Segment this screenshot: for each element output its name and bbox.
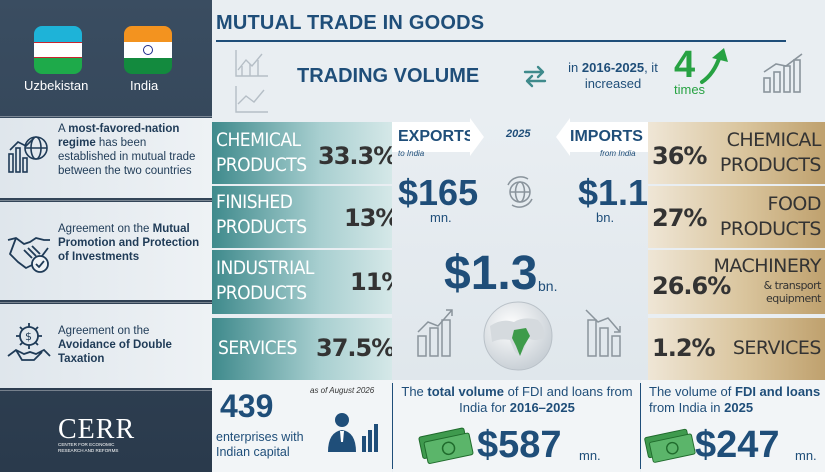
- double-taxation-item: $ Agreement on the Avoidance of Double T…: [0, 304, 212, 388]
- import-category: FOOD PRODUCTS: [719, 193, 822, 240]
- imports-arrow-icon: [556, 118, 570, 156]
- fdi-total-caption: The total volume of FDI and loans from I…: [401, 384, 633, 415]
- svg-text:CERR: CERR: [58, 414, 135, 445]
- export-category: CHEMICAL PRODUCTS: [216, 129, 307, 176]
- svg-text:CENTER FOR ECONOMIC: CENTER FOR ECONOMIC: [58, 442, 115, 447]
- double-taxation-text: Agreement on the Avoidance of Double Tax…: [58, 325, 172, 365]
- growth-multiplier: 4: [674, 44, 696, 86]
- country-india-label: India: [130, 78, 159, 93]
- mfn-regime-item: A most-favored-nation regime has been es…: [0, 118, 212, 198]
- enterprises-block: 439 as of August 2026 enterprises with I…: [212, 380, 392, 472]
- fdi-total-unit: mn.: [579, 448, 601, 463]
- total-trade-value: $1.3: [444, 247, 538, 300]
- title-underline: [216, 40, 786, 42]
- divider: [0, 390, 212, 391]
- enterprises-date: as of August 2026: [310, 386, 375, 395]
- exports-year: 2025: [506, 128, 531, 140]
- export-row-services: SERVICES 37.5%: [212, 318, 395, 380]
- export-share: 13%: [344, 204, 399, 232]
- investment-agreement-item: Agreement on the Mutual Promotion and Pr…: [0, 202, 212, 300]
- fdi-year-block: The volume of FDI and loans from India i…: [641, 380, 825, 472]
- investment-agreement-text: Agreement on the Mutual Promotion and Pr…: [58, 223, 200, 263]
- globe-chart-icon: [8, 136, 48, 173]
- fdi-total-value: $587: [477, 424, 562, 466]
- import-category: MACHINERY & transport equipment: [713, 255, 822, 305]
- export-row-chemical: CHEMICAL PRODUCTS 33.3%: [212, 122, 397, 184]
- country-uzbekistan-label: Uzbekistan: [24, 78, 89, 93]
- divider: [0, 116, 212, 117]
- svg-text:$: $: [25, 330, 32, 343]
- enterprises-text: enterprises with Indian capital: [216, 430, 304, 459]
- export-share: 33.3%: [318, 142, 397, 170]
- india-flag-icon: [124, 26, 172, 74]
- export-share: 37.5%: [316, 334, 395, 362]
- imports-sub: from India: [600, 149, 636, 158]
- fdi-year-unit: mn.: [795, 448, 817, 463]
- handshake-icon: [7, 237, 50, 273]
- enterprises-count: 439: [220, 388, 274, 424]
- divider: [640, 383, 641, 469]
- divider: [0, 200, 212, 201]
- import-share: 36%: [652, 142, 707, 170]
- export-category: FINISHED PRODUCTS: [216, 191, 307, 238]
- globe-india-icon: [483, 301, 553, 371]
- svg-text:RESEARCH AND REFORMS: RESEARCH AND REFORMS: [58, 448, 119, 453]
- total-trade-unit: bn.: [538, 278, 558, 294]
- fdi-year-caption: The volume of FDI and loans from India i…: [649, 384, 821, 415]
- trade-summary-center: EXPORTS to India 2025 IMPORTS from India…: [392, 118, 648, 380]
- page-title: MUTUAL TRADE IN GOODS: [216, 12, 485, 34]
- import-share: 26.6%: [652, 272, 731, 300]
- exports-label: EXPORTS: [392, 122, 474, 152]
- divider: [0, 302, 212, 303]
- divider: [392, 383, 393, 469]
- growth-multiplier-unit: times: [674, 82, 706, 97]
- import-row-food: 27% FOOD PRODUCTS: [648, 186, 825, 248]
- trading-period-note: in 2016-2025, it increased: [568, 60, 658, 91]
- money-stack-icon: [644, 428, 696, 463]
- fdi-total-block: The total volume of FDI and loans from I…: [393, 380, 640, 472]
- import-category: SERVICES: [732, 337, 822, 359]
- exports-sub: to India: [398, 149, 425, 158]
- exchange-globe-icon: [507, 176, 533, 208]
- businessman-chart-icon: [328, 413, 378, 452]
- imports-value: $1.1: [578, 172, 649, 213]
- import-share: 27%: [652, 204, 707, 232]
- import-row-services: 1.2% SERVICES: [648, 318, 825, 380]
- export-category: INDUSTRIAL PRODUCTS: [216, 257, 314, 304]
- growth-arrow-icon: [700, 48, 728, 84]
- cerr-logo: CERR CENTER FOR ECONOMIC RESEARCH AND RE…: [58, 414, 135, 453]
- exports-value: $165: [398, 172, 479, 213]
- falling-bars-icon: [585, 309, 621, 357]
- money-stack-icon: [418, 427, 474, 464]
- export-row-industrial: INDUSTRIAL PRODUCTS 11%: [212, 250, 405, 314]
- mfn-regime-text: A most-favored-nation regime has been es…: [58, 123, 196, 177]
- chart-decoration-icon: [235, 50, 268, 113]
- import-row-chemical: 36% CHEMICAL PRODUCTS: [648, 122, 825, 184]
- rising-bars-icon: [417, 309, 453, 357]
- swap-arrows-icon: [523, 65, 547, 88]
- gear-handshake-icon: $: [7, 323, 51, 361]
- left-panel: Uzbekistan India A most-favored-nation r…: [0, 0, 212, 472]
- imports-label: IMPORTS: [570, 122, 648, 152]
- exports-unit: mn.: [430, 210, 452, 225]
- bar-chart-icon: [763, 53, 803, 93]
- trading-volume-heading: TRADING VOLUME: [297, 65, 480, 87]
- export-row-finished: FINISHED PRODUCTS 13%: [212, 186, 399, 248]
- import-row-machinery: 26.6% MACHINERY & transport equipment: [648, 250, 825, 314]
- import-category: CHEMICAL PRODUCTS: [719, 129, 822, 176]
- export-category: SERVICES: [218, 337, 297, 359]
- imports-unit: bn.: [596, 210, 615, 225]
- uzbekistan-flag-icon: [34, 26, 82, 74]
- import-share: 1.2%: [652, 334, 716, 362]
- exports-arrow-icon: [470, 118, 484, 156]
- fdi-year-value: $247: [695, 424, 780, 466]
- import-subcategory: & transport equipment: [763, 279, 822, 305]
